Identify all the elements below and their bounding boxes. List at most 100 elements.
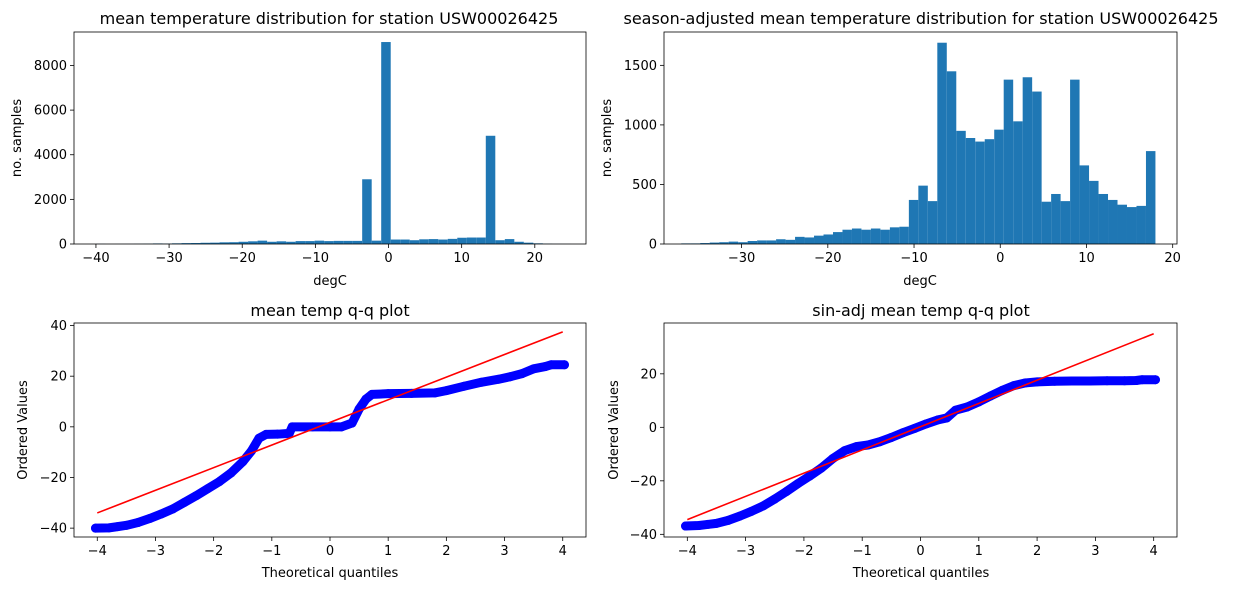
qq-point — [770, 494, 780, 504]
qq-point — [145, 514, 155, 524]
qq-point — [156, 509, 166, 519]
x-axis-label: Theoretical quantiles — [261, 566, 399, 581]
histogram-bar — [476, 237, 486, 244]
histogram-bar — [1003, 79, 1014, 244]
qq-point — [781, 487, 791, 497]
x-tick-label: −1 — [853, 544, 872, 559]
qq-point — [203, 484, 213, 494]
histogram-bar — [1089, 180, 1099, 244]
y-tick-label: 20 — [50, 370, 67, 385]
qq-point — [694, 521, 704, 530]
y-tick-label: 6000 — [34, 104, 67, 119]
histogram-bar — [880, 229, 890, 244]
x-tick-label: −2 — [204, 544, 223, 559]
chart-title: sin-adj mean temp q-q plot — [812, 301, 1029, 320]
histogram-bar — [381, 42, 391, 244]
histogram-bar — [371, 240, 382, 244]
qq-point — [430, 388, 440, 398]
y-axis-ticks: 0 500 1000 1500 — [624, 59, 664, 253]
y-axis-ticks: −40 −20 0 20 — [630, 367, 664, 543]
qq-point — [133, 518, 143, 528]
y-axis-label: no. samples — [600, 99, 615, 177]
histogram-bar — [229, 242, 239, 244]
histogram-bar — [333, 240, 344, 244]
qq-point — [681, 521, 691, 531]
histogram-bar — [219, 242, 230, 244]
histogram-bar — [747, 241, 758, 244]
qq-point — [758, 501, 768, 511]
x-tick-label: 1 — [975, 544, 983, 559]
x-axis-ticks: −40 −30 −20 −10 0 10 20 — [82, 244, 543, 266]
qq-point — [494, 374, 504, 384]
qq-curve — [91, 360, 569, 533]
qq-point — [287, 422, 297, 432]
y-tick-label: 8000 — [34, 59, 67, 74]
histogram-bar — [428, 239, 439, 244]
x-axis-label: degC — [903, 274, 937, 289]
x-tick-label: 1 — [384, 544, 392, 559]
qq-point — [168, 504, 178, 514]
qq-point — [121, 520, 131, 530]
histogram-bar — [1098, 193, 1109, 244]
plot-frame — [663, 322, 1178, 538]
qq-plot-panel-sin-adj: sin-adj mean temp q-q plot −4 −3 −2 −1 0 1 2 3 4… — [607, 301, 1178, 581]
histogram-bar — [447, 238, 458, 244]
fit-line-segment — [96, 331, 564, 514]
histogram-bar — [1117, 204, 1127, 244]
histogram-bar — [305, 241, 315, 244]
qq-point — [191, 491, 201, 501]
x-tick-label: −2 — [794, 544, 813, 559]
plot-frame — [663, 31, 1178, 245]
histogram-bar — [286, 241, 296, 244]
histogram-bar — [1013, 121, 1023, 244]
y-tick-label: −40 — [40, 522, 67, 537]
qq-point — [91, 523, 101, 533]
histogram-bar — [776, 239, 786, 244]
x-tick-label: 4 — [1150, 544, 1158, 559]
qq-point — [735, 511, 745, 521]
histogram-bar — [823, 234, 833, 244]
histogram-bar — [946, 71, 957, 244]
qq-point — [703, 519, 713, 529]
qq-point — [1137, 375, 1147, 385]
x-tick-label: −4 — [678, 544, 697, 559]
x-tick-label: −40 — [82, 251, 109, 266]
histogram-bar — [324, 241, 334, 244]
qq-plot-panel-mean-temp: mean temp q-q plot −4 −3 −2 −1 0 1 2 3 4 −40 −20 0… — [16, 301, 587, 581]
y-tick-label: −40 — [630, 528, 657, 543]
histogram-bar — [400, 239, 410, 244]
qq-point — [441, 386, 451, 396]
histogram-bar — [870, 228, 881, 244]
x-tick-label: 20 — [1164, 251, 1181, 266]
histogram-bar — [889, 227, 900, 244]
qq-point — [1050, 376, 1060, 386]
plot-frame — [73, 322, 587, 538]
histogram-bar — [314, 240, 325, 244]
x-tick-label: 0 — [916, 544, 924, 559]
qq-point — [1085, 376, 1095, 386]
histogram-bar — [851, 228, 862, 244]
y-axis-ticks: −40 −20 0 20 40 — [40, 319, 74, 537]
x-tick-label: −30 — [155, 251, 182, 266]
x-axis-label: Theoretical quantiles — [852, 566, 990, 581]
histogram-bar — [419, 239, 429, 244]
histogram-bars — [95, 42, 572, 244]
qq-point — [505, 372, 515, 382]
chart-title: season-adjusted mean temperature distrib… — [623, 9, 1218, 28]
y-tick-label: 2000 — [34, 193, 67, 208]
histogram-bar — [956, 130, 966, 244]
qq-point — [261, 429, 271, 439]
x-axis-label: degC — [313, 274, 347, 289]
qq-point — [793, 479, 803, 488]
histogram-bar — [276, 241, 287, 244]
qq-point — [546, 360, 556, 370]
histogram-bars — [681, 42, 1156, 244]
histogram-bar — [523, 242, 534, 244]
histogram-bar — [757, 240, 767, 244]
plot-frame — [73, 31, 587, 245]
histogram-bar — [975, 141, 985, 244]
y-tick-label: −20 — [630, 474, 657, 489]
histogram-bar — [899, 226, 909, 244]
histogram-bar — [984, 139, 995, 244]
histogram-bar — [1032, 91, 1042, 244]
